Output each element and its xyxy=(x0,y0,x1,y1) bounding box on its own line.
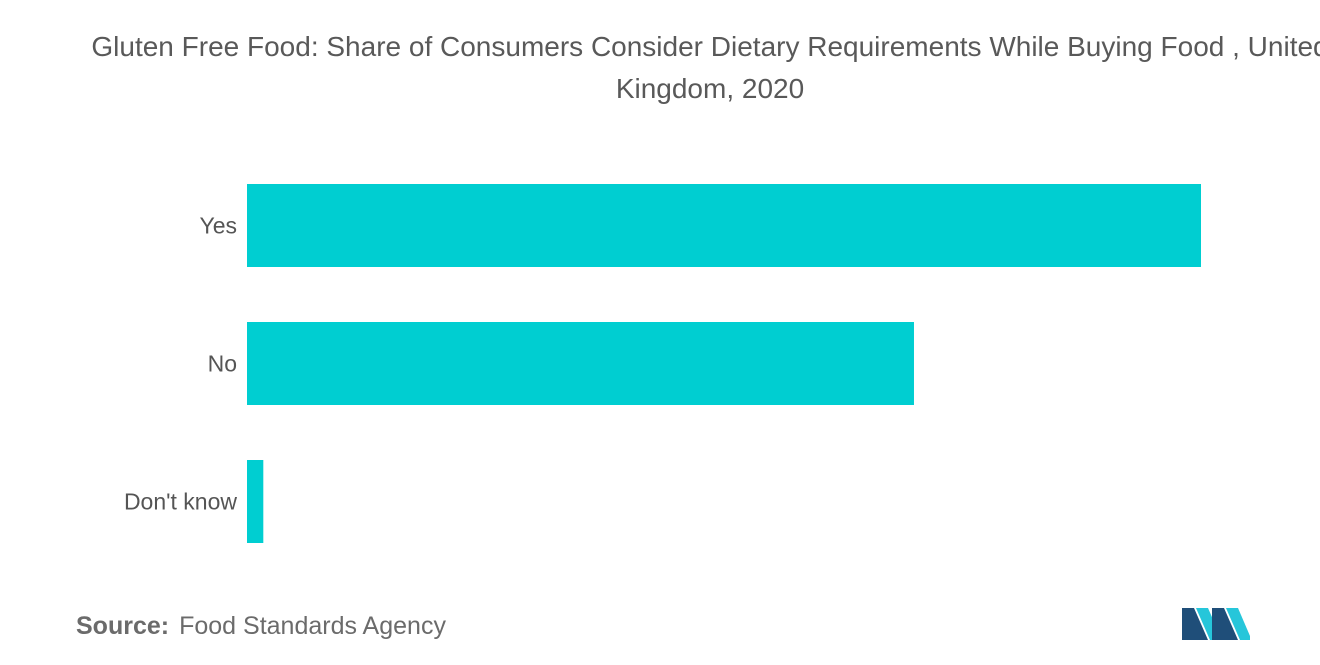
source-note: Source: Food Standards Agency xyxy=(76,612,446,641)
bar-don-t-know xyxy=(247,460,264,543)
category-label: Don't know xyxy=(124,489,237,515)
category-label: No xyxy=(208,351,237,377)
bar-chart: Yes No Don't know xyxy=(124,184,1201,543)
bar-yes xyxy=(247,184,1201,267)
source-label: Source: xyxy=(76,612,170,640)
category-label: Yes xyxy=(199,213,237,239)
mordor-logo-icon xyxy=(1182,608,1250,640)
bar-no xyxy=(247,322,914,405)
source-text: Food Standards Agency xyxy=(179,612,446,640)
chart-title: Gluten Free Food: Share of Consumers Con… xyxy=(91,31,1320,104)
